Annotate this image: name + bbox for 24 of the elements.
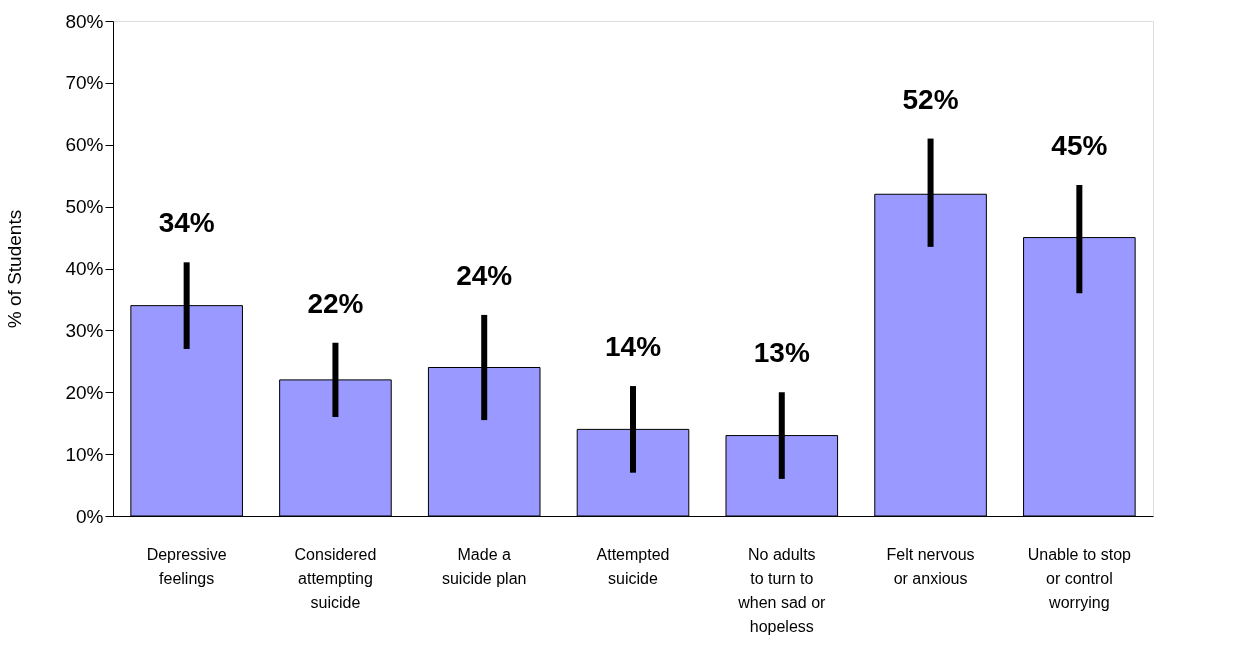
x-tick-label: Considered attempting suicide — [294, 545, 377, 611]
y-tick-label: 0% — [76, 505, 104, 527]
y-tick-label: 60% — [65, 134, 104, 156]
y-tick-label: 80% — [65, 10, 104, 32]
x-tick-label: Made a suicide plan — [441, 545, 527, 587]
data-label: 34% — [158, 207, 215, 239]
y-tick-label: 10% — [65, 443, 104, 465]
y-tick-label: 30% — [65, 319, 104, 341]
x-tick-label: Felt nervous or anxious — [886, 545, 975, 587]
x-tick-label: Depressive feelings — [146, 545, 227, 587]
data-label: 52% — [902, 83, 959, 115]
y-tick-label: 20% — [65, 381, 104, 403]
data-label: 14% — [604, 331, 662, 363]
y-axis-title: % of Students — [4, 209, 26, 329]
data-label: 45% — [1051, 129, 1108, 161]
data-label: 22% — [307, 287, 364, 319]
x-tick-label: Attempted suicide — [596, 545, 670, 587]
x-tick-label: Unable to stop or control worrying — [1027, 545, 1132, 611]
data-label: 13% — [753, 337, 810, 369]
data-label: 24% — [456, 259, 513, 291]
y-tick-label: 40% — [65, 258, 104, 279]
x-tick-label: No adults to turn to when sad or hopeless — [737, 545, 827, 635]
y-tick-label: 70% — [65, 72, 104, 94]
y-tick-label: 50% — [65, 196, 104, 218]
